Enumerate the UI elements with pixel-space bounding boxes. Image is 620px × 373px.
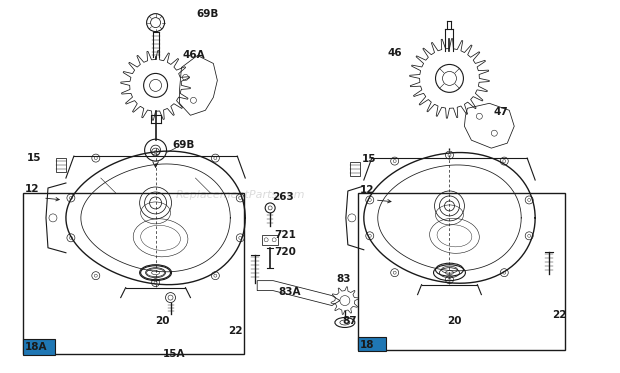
Text: 69B: 69B [197,9,219,19]
Text: 46A: 46A [182,50,205,60]
Bar [23,193,244,354]
Text: 22: 22 [228,326,243,336]
Text: 18: 18 [360,341,374,350]
Text: 721: 721 [274,230,296,240]
Text: 15: 15 [27,153,42,163]
Text: 263: 263 [272,192,294,202]
Text: 12: 12 [25,184,40,194]
Bar [23,339,55,355]
Text: 720: 720 [274,247,296,257]
Text: 18A: 18A [25,342,48,352]
Text: 15: 15 [362,154,376,164]
Text: 69B: 69B [172,140,195,150]
Bar [350,162,360,176]
Text: 20: 20 [156,316,170,326]
Text: 22: 22 [552,310,567,320]
Text: 20: 20 [448,316,462,326]
Text: 12: 12 [360,185,374,195]
Bar [262,235,278,245]
Bar [358,193,565,350]
Text: 87: 87 [342,316,356,326]
Text: 47: 47 [494,107,508,117]
Text: 15A: 15A [162,350,185,359]
Text: 46: 46 [388,48,402,59]
Text: 83: 83 [336,274,350,283]
Text: ReplacementParts.com: ReplacementParts.com [175,190,305,200]
Bar [358,338,386,351]
Bar [56,158,66,172]
Text: 83A: 83A [278,286,301,297]
